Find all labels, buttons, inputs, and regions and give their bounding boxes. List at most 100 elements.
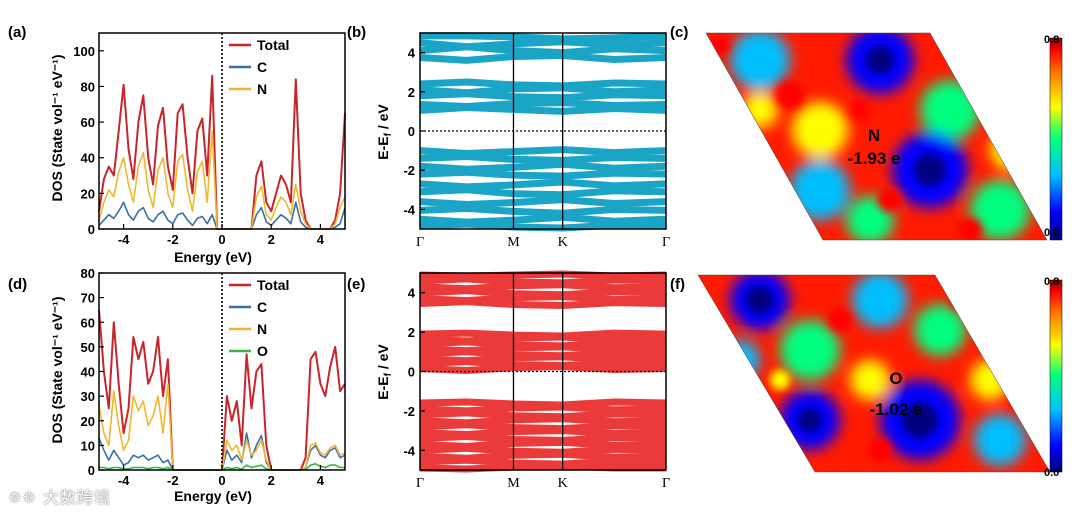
panel-e-ytick-label: -2: [403, 404, 415, 419]
panel-b-band: [419, 204, 667, 217]
panel-e-band: [419, 270, 667, 280]
panel-d-legend-label-n: N: [257, 321, 267, 337]
panel-a-xlabel: Energy (eV): [174, 249, 252, 265]
panel-b-plot-area: Γ M K Γ -4 -2 0 2 4: [403, 32, 670, 250]
panel-d-legend: Total CNO: [229, 277, 289, 359]
panel-f-letter: (f): [670, 276, 685, 293]
panel-b-ytick-label: 0: [408, 124, 415, 139]
panel-d-ytick-label: 60: [81, 315, 95, 330]
panel-e-ylabel-sub: f: [383, 372, 394, 376]
panel-f-atom-label: O: [889, 369, 902, 388]
panel-a-ytick-label: 40: [81, 151, 95, 166]
panel-e-band: [419, 363, 667, 375]
panel-d-xtick-label: 2: [268, 473, 275, 488]
watermark: ✵✵ 大数跨境: [8, 488, 111, 507]
panel-a-ytick-label: 0: [88, 222, 95, 237]
panel-a-xtick-label: -4: [118, 232, 130, 247]
panel-e-ylabel: E-Ef / eV: [375, 344, 394, 400]
panel-b-ytick-label: 4: [408, 46, 416, 61]
panel-f-map-image: [698, 275, 1050, 472]
panel-e-ytick-label: -4: [403, 443, 415, 458]
panel-d-ytick-label: 30: [81, 389, 95, 404]
panel-d-ytick-label: 20: [81, 414, 95, 429]
panel-b-kpath-label: Γ: [416, 235, 424, 250]
panel-c-colorbar: [1049, 37, 1063, 241]
panel-a-xtick-label: 0: [218, 232, 225, 247]
panel-e-letter: (e): [347, 276, 365, 293]
panel-f-colorbar-min: 0.0: [1044, 467, 1059, 479]
panel-d-letter: (d): [8, 276, 27, 293]
panel-b-band: [419, 152, 667, 164]
panel-a-ylabel: DOS (State vol⁻¹ eV⁻¹): [49, 54, 65, 201]
panel-a-letter: (a): [8, 24, 26, 41]
panel-d-ytick-label: 0: [88, 463, 95, 478]
panel-d-ytick-label: 80: [81, 266, 95, 281]
panel-b-ylabel-main: E-E: [375, 136, 391, 159]
panel-f-colorbar-max: 0.8: [1044, 276, 1059, 288]
panel-d-ytick-label: 70: [81, 291, 95, 306]
panel-e-band: [419, 298, 667, 310]
panel-c-colorbar-max: 0.8: [1044, 34, 1059, 46]
panel-b-band: [419, 178, 667, 191]
panel-b-band: [419, 196, 667, 209]
panel-b-band: [420, 32, 667, 43]
panel-b-ylabel-unit: / eV: [375, 104, 391, 133]
panel-b-letter: (b): [347, 24, 366, 41]
panel-a-xtick-label: 4: [317, 232, 325, 247]
panel-a-xtick-label: -2: [167, 232, 179, 247]
panel-b-band: [419, 160, 667, 173]
panel-b-kpath-label: M: [507, 235, 520, 250]
panel-c-charge-label: -1.93 e: [848, 149, 901, 168]
panel-e-kpath-label: K: [558, 476, 568, 491]
panel-a-legend-label-c: C: [257, 59, 267, 75]
panel-e-ytick-label: 4: [408, 286, 416, 301]
panel-d-legend-label-o: O: [257, 343, 268, 359]
panel-f-colorbar: [1049, 279, 1063, 473]
panel-b-ytick-label: -4: [403, 202, 415, 217]
panel-b-band-structure: (b) Γ M K Γ -4 -2 0 2 4 E-Ef / eV: [347, 24, 670, 250]
panel-d-xtick-label: 0: [218, 473, 225, 488]
panel-e-band: [419, 462, 666, 473]
panel-d-xtick-label: -2: [167, 473, 179, 488]
panel-f-charge-label: -1.02 e: [870, 400, 923, 419]
panel-b-band: [419, 103, 667, 115]
panel-d-legend-label-total: Total: [257, 277, 289, 293]
panel-c-charge-density-map: (c) N -1.93 e 0.8 0.0: [670, 24, 1063, 241]
panel-b-kpath-label: Γ: [662, 235, 670, 250]
panel-e-ylabel-main: E-E: [375, 376, 391, 399]
panel-b-band: [419, 43, 667, 57]
panel-d-xtick-label: 4: [317, 473, 325, 488]
panel-e-kpath-label: M: [507, 476, 520, 491]
panel-c-map-border: [705, 32, 1048, 241]
panel-b-band: [419, 146, 667, 158]
panel-e-band-structure: (e) Γ M K Γ -4 -2 0 2 4 E-Ef / eV: [347, 270, 670, 491]
panel-e-ylabel-unit: / eV: [375, 344, 391, 373]
panel-d-xtick-label: -4: [118, 473, 130, 488]
panel-c-atom-label: N: [868, 126, 880, 145]
panel-b-band: [419, 90, 667, 102]
panel-a-ytick-label: 20: [81, 186, 95, 201]
panel-a-legend-label-n: N: [257, 81, 267, 97]
panel-a-ytick-label: 100: [73, 44, 95, 59]
panel-a-legend-label-total: Total: [257, 37, 289, 53]
panel-b-kpath-label: K: [558, 235, 568, 250]
panel-c-letter: (c): [670, 24, 688, 41]
panel-e-plot-area: Γ M K Γ -4 -2 0 2 4: [403, 270, 670, 491]
panel-d-legend-label-c: C: [257, 299, 267, 315]
panel-a-ytick-label: 60: [81, 115, 95, 130]
panel-e-ytick-label: 0: [408, 365, 415, 380]
panel-f-charge-density-map: (f) O -1.02 e 0.8 0.0: [670, 274, 1063, 479]
panel-e-ytick-label: 2: [408, 325, 415, 340]
panel-b-band: [419, 51, 667, 64]
panel-b-band: [419, 220, 667, 232]
panel-c-colorbar-min: 0.0: [1044, 227, 1059, 239]
panel-d-ytick-label: 10: [81, 438, 95, 453]
panel-b-ytick-label: -2: [403, 163, 415, 178]
panel-e-kpath-label: Γ: [416, 476, 424, 491]
panel-e-kpath-label: Γ: [662, 476, 670, 491]
